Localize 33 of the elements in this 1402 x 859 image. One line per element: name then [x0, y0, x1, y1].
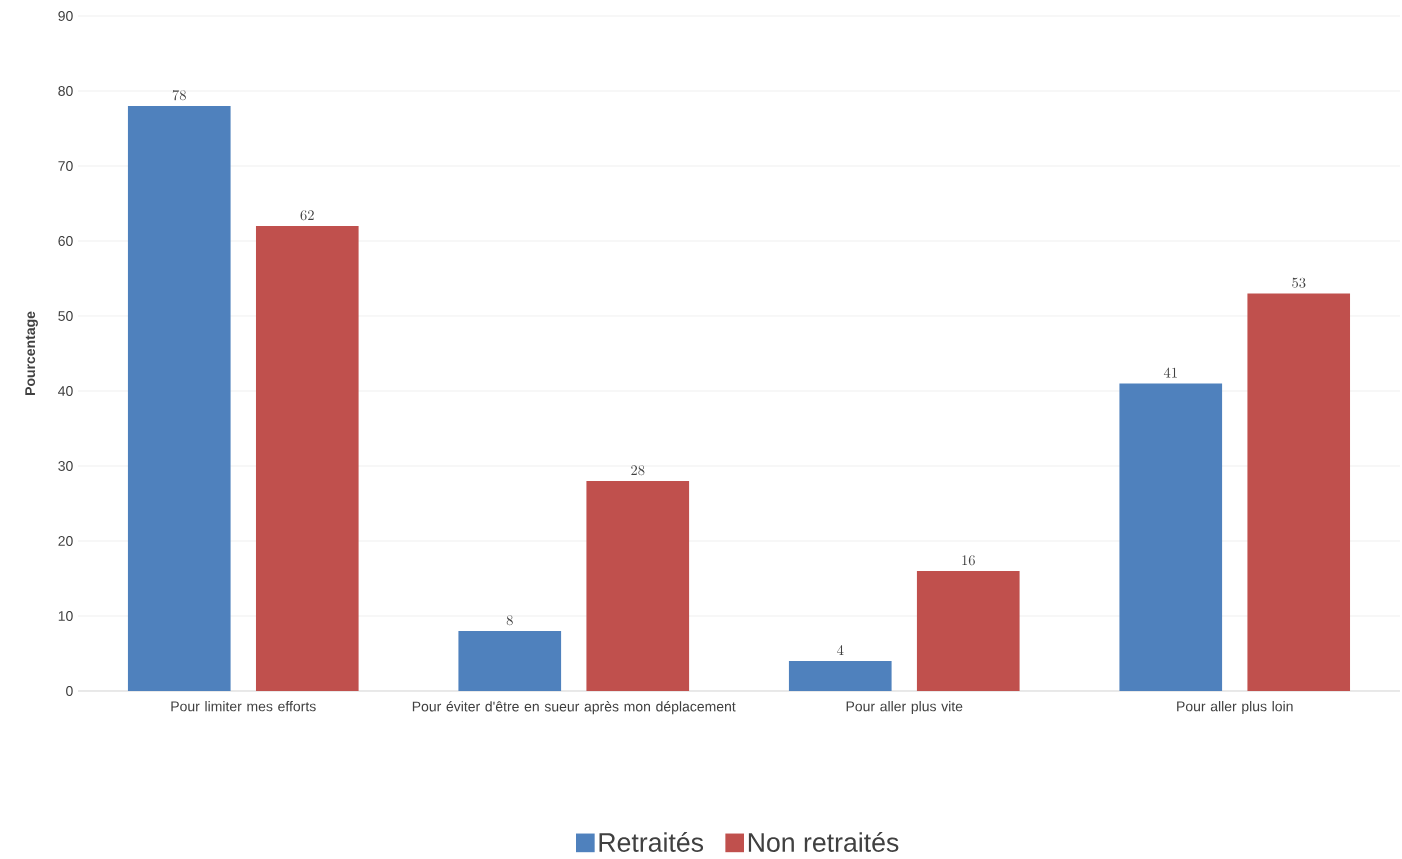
y-tick-label: 10: [58, 611, 73, 621]
bar: [788, 660, 892, 691]
x-tick-label: Pour aller plus loin: [1177, 701, 1293, 715]
y-tick-label: 30: [58, 461, 73, 471]
x-tick-label: Pour aller plus vite: [846, 701, 963, 715]
y-tick-label: 0: [66, 686, 73, 696]
y-tick-label: 50: [58, 311, 73, 321]
y-tick-label: 70: [58, 161, 73, 171]
x-tick-label: Pour éviter d'être en sueur après mon déplacement: [412, 701, 736, 715]
y-tick-label: 90: [58, 11, 73, 21]
data-label: 62: [300, 210, 314, 221]
bar: [458, 630, 562, 691]
bar: [1119, 383, 1223, 691]
data-label: 78: [172, 90, 186, 101]
bar: [1247, 293, 1351, 691]
legend-label: Non retraités: [748, 832, 899, 852]
y-tick-label: 60: [58, 236, 73, 246]
bar: [586, 480, 690, 691]
y-axis-title: Pourcentage: [25, 311, 38, 395]
data-label: 53: [1292, 277, 1306, 288]
data-label: 8: [506, 615, 513, 626]
bar: [127, 105, 231, 691]
bar: [916, 570, 1020, 691]
data-label: 41: [1163, 367, 1177, 378]
data-label: 16: [962, 555, 975, 566]
bar: [255, 225, 359, 691]
legend-label: Retraités: [599, 832, 704, 852]
y-tick-label: 80: [58, 86, 73, 96]
y-tick-label: 20: [58, 536, 73, 546]
y-tick-label: 40: [58, 386, 73, 396]
data-label: 28: [631, 465, 645, 476]
data-label: 4: [837, 645, 844, 655]
x-tick-label: Pour limiter mes efforts: [171, 701, 316, 712]
